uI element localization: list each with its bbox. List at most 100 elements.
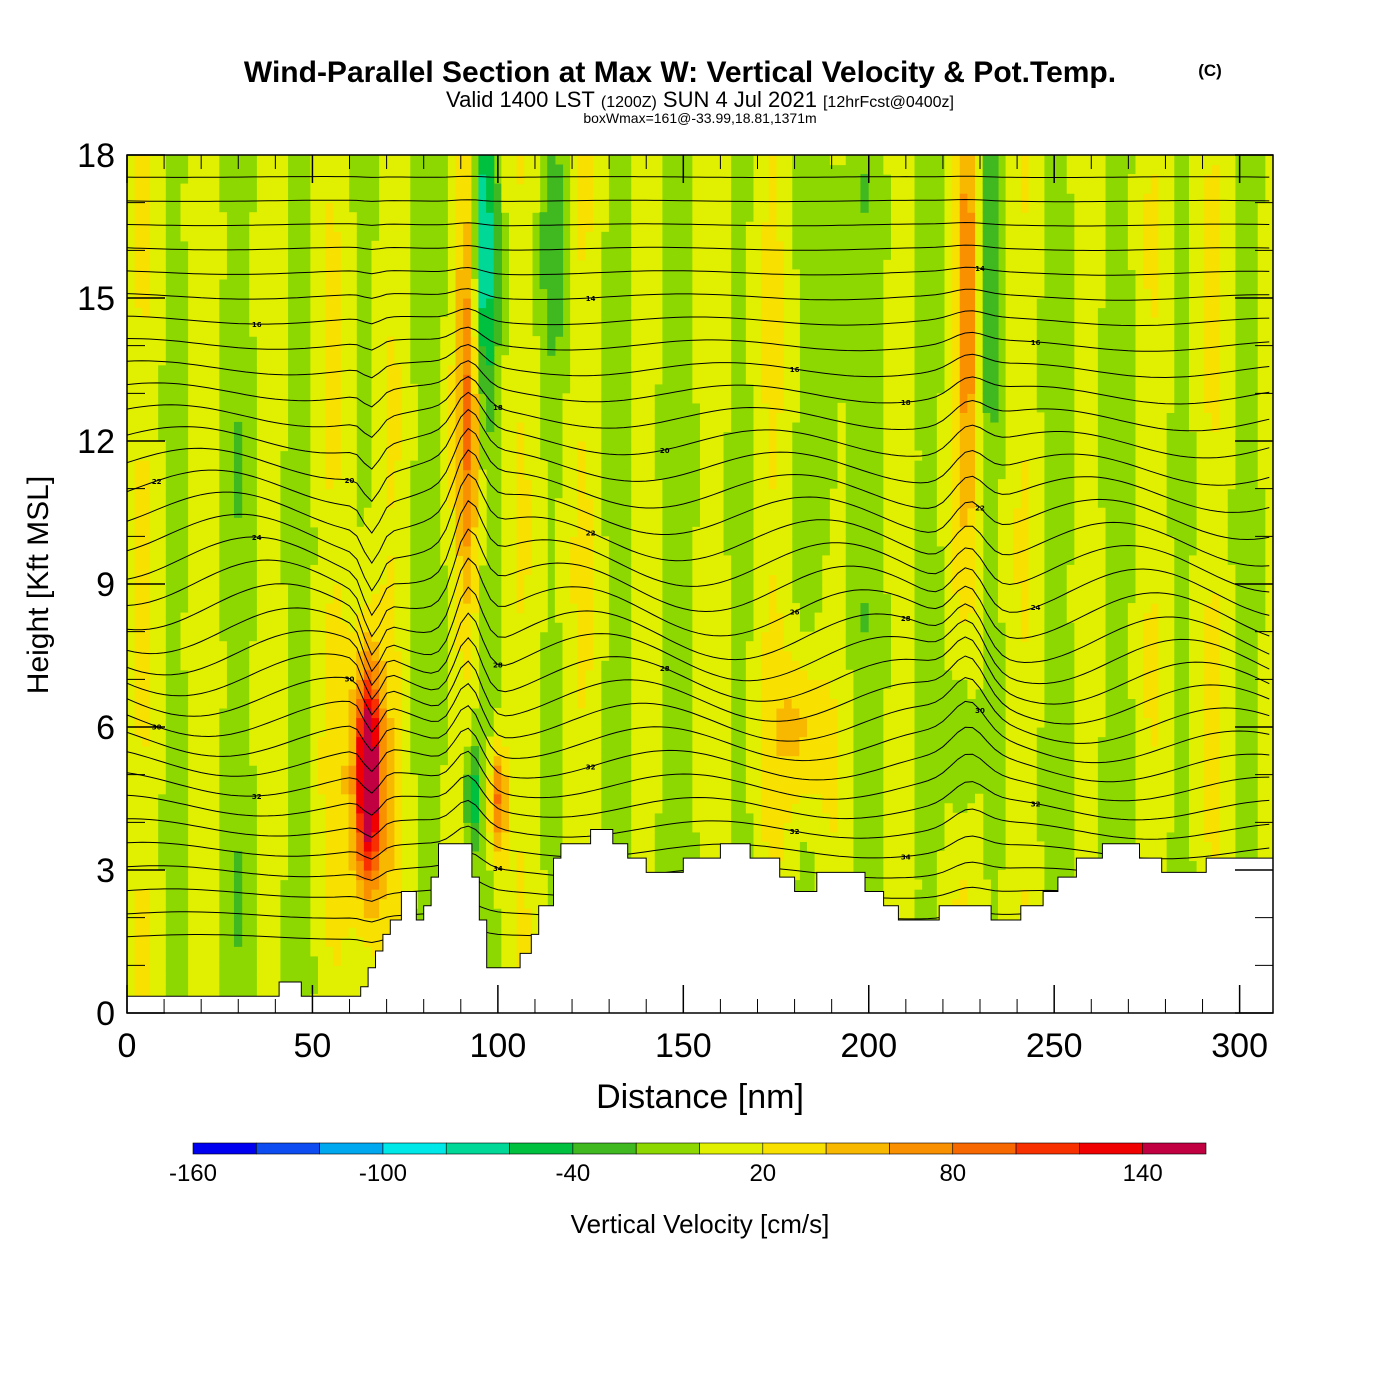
- velocity-cell: [333, 841, 342, 852]
- velocity-cell: [776, 479, 785, 490]
- velocity-cell: [463, 326, 472, 337]
- velocity-cell: [753, 564, 762, 576]
- velocity-cell: [340, 231, 350, 242]
- velocity-cell: [646, 288, 655, 299]
- velocity-cell: [692, 717, 701, 728]
- velocity-cell: [348, 460, 357, 471]
- velocity-cell: [646, 727, 655, 738]
- velocity-cell: [776, 450, 785, 461]
- velocity-cell: [753, 193, 762, 204]
- velocity-cell: [134, 402, 143, 413]
- velocity-cell: [776, 212, 785, 223]
- velocity-cell: [272, 946, 281, 957]
- velocity-cell: [272, 193, 281, 204]
- velocity-cell: [638, 603, 648, 614]
- velocity-cell: [570, 574, 579, 585]
- velocity-cell: [333, 536, 342, 547]
- velocity-cell: [531, 526, 541, 537]
- velocity-cell: [700, 536, 709, 547]
- velocity-cell: [562, 412, 571, 423]
- velocity-cell: [256, 784, 266, 795]
- velocity-cell: [142, 345, 151, 356]
- velocity-cell: [149, 803, 159, 814]
- velocity-cell: [127, 765, 136, 776]
- velocity-cell: [379, 345, 388, 356]
- velocity-cell: [272, 660, 281, 671]
- velocity-cell: [646, 812, 655, 823]
- velocity-cell: [256, 574, 266, 585]
- velocity-cell: [455, 736, 464, 747]
- velocity-cell: [402, 879, 411, 890]
- velocity-cell: [455, 765, 464, 776]
- velocity-cell: [318, 889, 327, 900]
- velocity-cell: [348, 793, 357, 804]
- velocity-cell: [325, 898, 334, 909]
- velocity-cell: [577, 717, 586, 728]
- velocity-cell: [509, 336, 518, 347]
- velocity-cell: [325, 765, 334, 776]
- velocity-cell: [127, 431, 136, 442]
- velocity-cell: [455, 221, 464, 232]
- velocity-cell: [585, 622, 594, 633]
- velocity-cell: [256, 793, 266, 804]
- velocity-cell: [455, 174, 464, 185]
- velocity-cell: [776, 679, 785, 690]
- velocity-cell: [470, 784, 480, 795]
- velocity-cell: [233, 507, 243, 518]
- velocity-cell: [745, 727, 755, 738]
- velocity-cell: [211, 574, 220, 585]
- velocity-cell: [524, 250, 533, 261]
- velocity-cell: [310, 288, 319, 299]
- velocity-cell: [539, 517, 548, 528]
- velocity-cell: [509, 593, 518, 604]
- velocity-cell: [386, 317, 395, 328]
- velocity-cell: [493, 336, 502, 347]
- velocity-cell: [386, 545, 395, 556]
- velocity-cell: [776, 374, 785, 385]
- velocity-cell: [761, 383, 770, 394]
- velocity-cell: [394, 870, 403, 881]
- velocity-cell: [638, 793, 648, 804]
- velocity-cell: [531, 707, 541, 719]
- velocity-cell: [638, 460, 648, 471]
- velocity-cell: [478, 488, 487, 499]
- velocity-cell: [493, 259, 502, 270]
- velocity-cell: [363, 898, 373, 909]
- velocity-cell: [195, 870, 204, 881]
- velocity-cell: [409, 879, 418, 890]
- velocity-cell: [157, 917, 166, 928]
- subtitle-utc: (1200Z): [601, 94, 657, 111]
- velocity-cell: [386, 155, 395, 166]
- velocity-cell: [531, 717, 541, 728]
- velocity-cell: [233, 850, 243, 862]
- velocity-cell: [394, 479, 403, 490]
- velocity-cell: [509, 298, 518, 309]
- velocity-cell: [524, 336, 533, 347]
- velocity-cell: [768, 278, 777, 290]
- velocity-cell: [203, 555, 212, 566]
- velocity-cell: [363, 536, 373, 547]
- velocity-cell: [157, 879, 166, 890]
- velocity-cell: [333, 374, 342, 385]
- velocity-cell: [325, 803, 334, 814]
- velocity-cell: [256, 765, 266, 776]
- velocity-cell: [654, 755, 663, 766]
- velocity-cell: [149, 984, 159, 995]
- velocity-cell: [340, 298, 350, 309]
- velocity-cell: [455, 479, 464, 490]
- velocity-cell: [325, 431, 334, 442]
- velocity-cell: [745, 717, 755, 728]
- velocity-cell: [593, 431, 602, 442]
- velocity-cell: [157, 259, 166, 270]
- velocity-cell: [585, 650, 594, 661]
- velocity-cell: [501, 860, 510, 871]
- velocity-cell: [203, 841, 212, 852]
- velocity-cell: [700, 574, 709, 585]
- velocity-cell: [784, 698, 793, 709]
- velocity-cell: [707, 555, 716, 566]
- velocity-cell: [585, 536, 594, 547]
- velocity-cell: [761, 155, 770, 166]
- velocity-cell: [333, 746, 342, 757]
- velocity-cell: [722, 202, 732, 213]
- velocity-cell: [340, 631, 350, 642]
